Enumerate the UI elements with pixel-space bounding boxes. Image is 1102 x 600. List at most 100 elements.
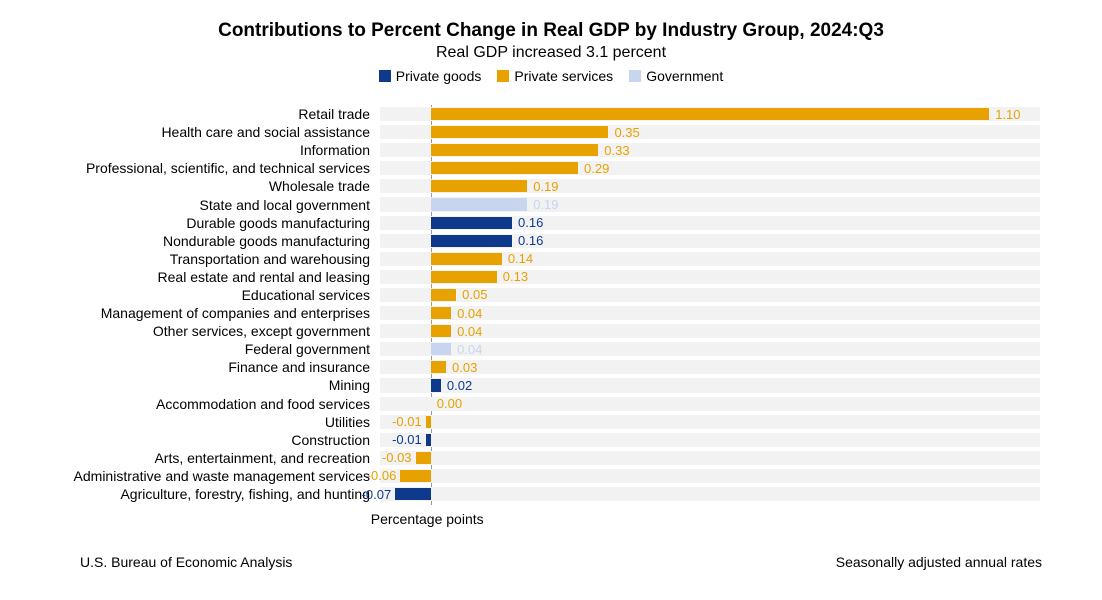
bar-row: State and local government0.19 [380,195,1040,213]
category-label: Real estate and rental and leasing [158,268,370,286]
bar-row: Construction-0.01 [380,431,1040,449]
bar-row: Finance and insurance0.03 [380,358,1040,376]
footer-note: Seasonally adjusted annual rates [836,554,1042,570]
category-label: Professional, scientific, and technical … [86,159,370,177]
value-label: 0.19 [533,195,558,213]
gdp-contribution-chart: Contributions to Percent Change in Real … [0,0,1102,600]
category-label: Educational services [242,286,370,304]
bar-row: Real estate and rental and leasing0.13 [380,268,1040,286]
bar [426,416,431,428]
bar [431,253,502,265]
bar-row: Health care and social assistance0.35 [380,123,1040,141]
bar [431,217,512,229]
legend-swatch [497,70,509,82]
row-background [380,360,1040,374]
bar [431,379,441,391]
bar-row: Durable goods manufacturing0.16 [380,214,1040,232]
bar [431,180,527,192]
category-label: Finance and insurance [228,358,370,376]
bar [395,488,431,500]
legend-item: Private goods [379,68,482,84]
row-background [380,397,1040,411]
category-label: Accommodation and food services [156,395,370,413]
bar [431,343,451,355]
bar-row: Management of companies and enterprises0… [380,304,1040,322]
bar-row: Information0.33 [380,141,1040,159]
chart-title: Contributions to Percent Change in Real … [20,20,1082,42]
category-label: Federal government [245,340,370,358]
bar-row: Administrative and waste management serv… [380,467,1040,485]
plot-area: Retail trade1.10Health care and social a… [380,105,1040,505]
category-label: Retail trade [298,105,370,123]
legend-swatch [379,70,391,82]
value-label: 0.13 [503,268,528,286]
value-label: 0.16 [518,232,543,250]
category-label: Administrative and waste management serv… [74,467,370,485]
bar-row: Accommodation and food services0.00 [380,395,1040,413]
bar [416,452,431,464]
category-label: Information [300,141,370,159]
bar-row: Other services, except government0.04 [380,322,1040,340]
category-label: Mining [329,376,370,394]
value-label: 0.00 [437,395,462,413]
value-label: 0.35 [614,123,639,141]
row-background [380,469,1040,483]
value-label: -0.01 [392,431,422,449]
bar-row: Educational services0.05 [380,286,1040,304]
value-label: -0.06 [367,467,397,485]
value-label: -0.07 [362,485,392,503]
category-label: Construction [291,431,370,449]
value-label: 0.29 [584,159,609,177]
bar-row: Mining0.02 [380,376,1040,394]
bar [400,470,430,482]
category-label: Other services, except government [153,322,370,340]
value-label: 0.04 [457,304,482,322]
value-label: 0.04 [457,322,482,340]
bar [431,289,456,301]
legend-label: Government [646,68,723,84]
row-background [380,415,1040,429]
category-label: Wholesale trade [269,177,370,195]
row-background [380,378,1040,392]
value-label: 0.04 [457,340,482,358]
bar [431,108,989,120]
bar [431,126,609,138]
legend-label: Private services [514,68,613,84]
footer-source: U.S. Bureau of Economic Analysis [80,554,292,570]
category-label: Agriculture, forestry, fishing, and hunt… [120,485,370,503]
bar [431,361,446,373]
bar [431,235,512,247]
bar-row: Retail trade1.10 [380,105,1040,123]
bar-row: Nondurable goods manufacturing0.16 [380,232,1040,250]
value-label: 0.02 [447,376,472,394]
bar-row: Wholesale trade0.19 [380,177,1040,195]
category-label: Nondurable goods manufacturing [163,232,370,250]
row-background [380,433,1040,447]
legend-item: Government [629,68,723,84]
category-label: Arts, entertainment, and recreation [154,449,370,467]
xaxis-label: Percentage points [371,511,484,527]
bar [426,434,431,446]
value-label: 0.33 [604,141,629,159]
row-background [380,451,1040,465]
bar-row: Arts, entertainment, and recreation-0.03 [380,449,1040,467]
value-label: 0.19 [533,177,558,195]
category-label: Utilities [325,413,370,431]
legend-item: Private services [497,68,613,84]
category-label: Management of companies and enterprises [101,304,370,322]
value-label: 0.14 [508,250,533,268]
value-label: 0.16 [518,214,543,232]
bar-row: Federal government0.04 [380,340,1040,358]
legend-swatch [629,70,641,82]
bar [431,198,527,210]
value-label: -0.03 [382,449,412,467]
bar-row: Agriculture, forestry, fishing, and hunt… [380,485,1040,503]
bar [431,144,599,156]
chart-legend: Private goods Private services Government [20,68,1082,85]
bar [431,271,497,283]
category-label: Transportation and warehousing [170,250,370,268]
bar [431,325,451,337]
category-label: Health care and social assistance [161,123,370,141]
bar [431,307,451,319]
value-label: -0.01 [392,413,422,431]
